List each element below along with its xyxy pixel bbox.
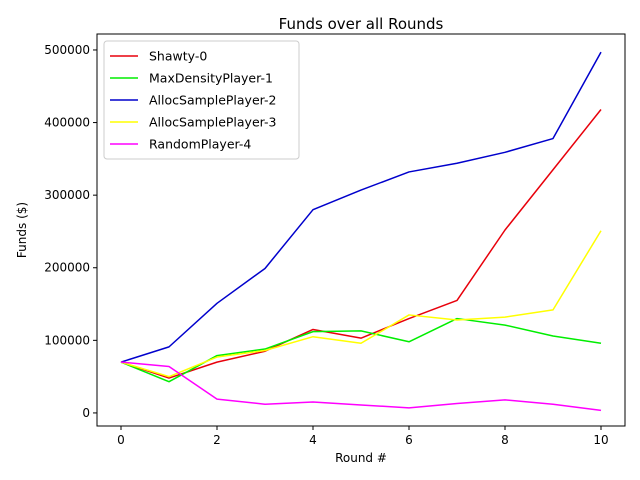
legend-entry: Shawty-0 <box>149 49 207 64</box>
legend-box <box>103 40 300 160</box>
legend-entry: RandomPlayer-4 <box>149 137 251 152</box>
x-axis-label: Round # <box>335 451 387 465</box>
y-tick-label: 0 <box>82 406 90 420</box>
x-tick-label: 4 <box>309 433 317 447</box>
y-tick-label: 300000 <box>44 188 90 202</box>
y-tick-label: 400000 <box>44 116 90 130</box>
x-tick-label: 0 <box>117 433 125 447</box>
x-tick-label: 2 <box>213 433 221 447</box>
series-line-shawty-0 <box>120 109 602 379</box>
chart-title: Funds over all Rounds <box>279 15 444 33</box>
y-tick-label: 500000 <box>44 43 90 57</box>
plot-area <box>120 51 602 412</box>
y-tick-label: 100000 <box>44 333 90 347</box>
legend: Shawty-0 MaxDensityPlayer-1 AllocSamplePla… <box>103 40 300 160</box>
legend-entry: AllocSamplePlayer-2 <box>149 93 276 108</box>
series-line-randomplayer-4 <box>120 361 602 412</box>
x-tick-label: 10 <box>593 433 608 447</box>
series-line-allocsampleplayer-3 <box>120 230 602 378</box>
y-axis-label: Funds ($) <box>15 202 29 258</box>
x-tick-label: 6 <box>405 433 413 447</box>
axis-ticks: 0 2 4 6 8 10 0 100000 200000 300000 400000 500000 <box>44 43 608 447</box>
plot-frame <box>96 33 626 427</box>
legend-entry: MaxDensityPlayer-1 <box>149 71 273 86</box>
series-line-allocsampleplayer-2 <box>120 51 602 363</box>
legend-entry: AllocSamplePlayer-3 <box>149 115 276 130</box>
y-tick-label: 200000 <box>44 261 90 275</box>
x-tick-label: 8 <box>501 433 509 447</box>
series-line-maxdensityplayer-1 <box>120 317 602 383</box>
